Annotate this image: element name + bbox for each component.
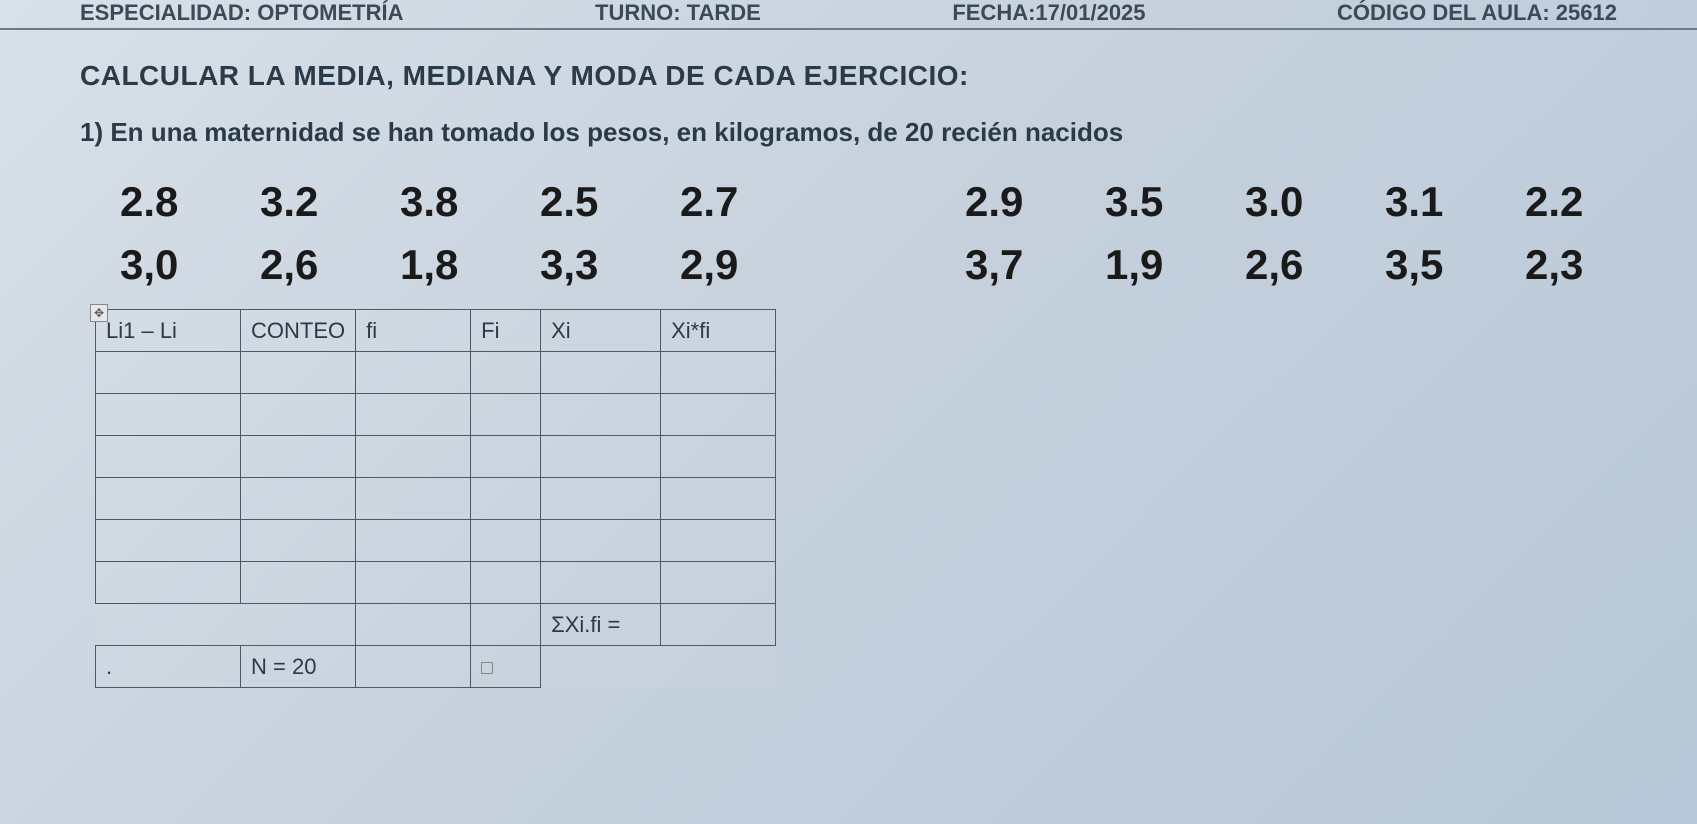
dot-cell: . [96, 646, 241, 688]
data-value: 3,3 [540, 241, 625, 289]
table-row [96, 352, 776, 394]
header-xifi: Xi*fi [661, 310, 776, 352]
table-n-row: . N = 20 [96, 646, 776, 688]
table-row [96, 562, 776, 604]
data-value: 1,8 [400, 241, 485, 289]
table-header-row: Li1 – Li CONTEO fi Fi Xi Xi*fi [96, 310, 776, 352]
document-header: ESPECIALIDAD: OPTOMETRÍA TURNO: TARDE FE… [0, 0, 1697, 30]
data-value: 3.0 [1245, 178, 1330, 226]
table-sum-row: ΣXi.fi = [96, 604, 776, 646]
n-label: N = 20 [241, 646, 356, 688]
data-value: 3,0 [120, 241, 205, 289]
header-fecha: FECHA:17/01/2025 [952, 0, 1145, 26]
data-value: 3.8 [400, 178, 485, 226]
data-value: 3.5 [1105, 178, 1190, 226]
data-row: 2.9 3.5 3.0 3.1 2.2 [965, 178, 1610, 226]
data-row: 3,0 2,6 1,8 3,3 2,9 [120, 241, 765, 289]
header-fi-lower: fi [356, 310, 471, 352]
data-block-right: 2.9 3.5 3.0 3.1 2.2 3,7 1,9 2,6 3,5 2,3 [965, 178, 1610, 289]
header-conteo: CONTEO [241, 310, 356, 352]
table-move-icon[interactable]: ✥ [90, 304, 108, 322]
data-value: 2.2 [1525, 178, 1610, 226]
sum-label: ΣXi.fi = [541, 604, 661, 646]
data-values-container: 2.8 3.2 3.8 2.5 2.7 3,0 2,6 1,8 3,3 2,9 … [80, 178, 1617, 289]
checkbox-icon [481, 662, 493, 674]
data-value: 2.7 [680, 178, 765, 226]
header-especialidad: ESPECIALIDAD: OPTOMETRÍA [80, 0, 404, 26]
data-value: 2,6 [260, 241, 345, 289]
content-area: CALCULAR LA MEDIA, MEDIANA Y MODA DE CAD… [0, 30, 1697, 718]
data-value: 3,5 [1385, 241, 1470, 289]
main-title: CALCULAR LA MEDIA, MEDIANA Y MODA DE CAD… [80, 60, 1617, 92]
data-value: 2.8 [120, 178, 205, 226]
data-row: 2.8 3.2 3.8 2.5 2.7 [120, 178, 765, 226]
table-row [96, 520, 776, 562]
table-row [96, 478, 776, 520]
data-value: 3,7 [965, 241, 1050, 289]
data-value: 2.9 [965, 178, 1050, 226]
header-turno: TURNO: TARDE [595, 0, 761, 26]
data-row: 3,7 1,9 2,6 3,5 2,3 [965, 241, 1610, 289]
header-codigo: CÓDIGO DEL AULA: 25612 [1337, 0, 1617, 26]
header-li: Li1 – Li [96, 310, 241, 352]
data-value: 2,9 [680, 241, 765, 289]
data-value: 2,3 [1525, 241, 1610, 289]
data-block-left: 2.8 3.2 3.8 2.5 2.7 3,0 2,6 1,8 3,3 2,9 [120, 178, 765, 289]
header-xi: Xi [541, 310, 661, 352]
header-fi-upper: Fi [471, 310, 541, 352]
data-value: 1,9 [1105, 241, 1190, 289]
data-value: 3.2 [260, 178, 345, 226]
data-value: 2.5 [540, 178, 625, 226]
exercise-statement: 1) En una maternidad se han tomado los p… [80, 117, 1617, 148]
data-value: 2,6 [1245, 241, 1330, 289]
data-value: 3.1 [1385, 178, 1470, 226]
frequency-table: Li1 – Li CONTEO fi Fi Xi Xi*fi ΣXi.fi = … [95, 309, 776, 688]
table-row [96, 394, 776, 436]
table-row [96, 436, 776, 478]
